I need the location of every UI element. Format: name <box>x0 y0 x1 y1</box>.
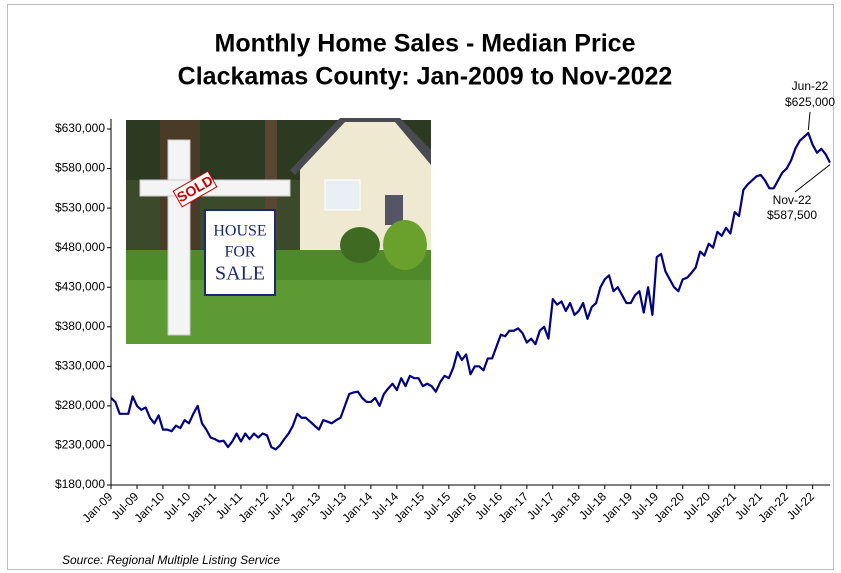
x-tick-label: Jan-22 <box>755 489 791 525</box>
photo-text: FOR <box>224 244 255 261</box>
photo: SOLD HOUSE FOR SALE <box>126 118 431 344</box>
y-tick-label: $180,000 <box>55 477 105 491</box>
y-tick-label: $380,000 <box>55 319 105 333</box>
x-tick-label: Jan-20 <box>651 489 687 525</box>
x-tick-label: Jan-11 <box>184 489 219 524</box>
page: Monthly Home Sales - Median Price Clacka… <box>0 0 841 573</box>
leader-line <box>795 165 830 192</box>
leader-line <box>808 112 810 130</box>
x-tick-label: Jan-12 <box>235 489 271 525</box>
y-tick-label: $330,000 <box>55 359 105 373</box>
x-tick-label: Jan-18 <box>547 489 583 525</box>
annotation: $625,000 <box>785 95 835 109</box>
chart: Monthly Home Sales - Median Price Clacka… <box>0 0 841 573</box>
y-tick-label: $630,000 <box>55 121 105 135</box>
x-tick-label: Jan-21 <box>703 489 739 525</box>
photo-text: SALE <box>215 263 265 285</box>
x-tick-label: Jan-17 <box>495 489 531 525</box>
y-tick-label: $580,000 <box>55 161 105 175</box>
photo-text: HOUSE <box>213 223 266 240</box>
x-tick-label: Jan-10 <box>131 489 167 525</box>
y-tick-label: $430,000 <box>55 279 105 293</box>
y-tick-label: $280,000 <box>55 398 105 412</box>
x-tick-label: Jan-16 <box>443 489 479 525</box>
x-tick-label: Jan-09 <box>80 489 116 525</box>
x-tick-label: Jan-14 <box>339 489 375 525</box>
annotation: Jun-22 <box>792 79 829 93</box>
chart-title: Clackamas County: Jan-2009 to Nov-2022 <box>178 63 673 91</box>
y-tick-label: $230,000 <box>55 438 105 452</box>
x-tick-label: Jan-19 <box>599 489 635 525</box>
source-note: Source: Regional Multiple Listing Servic… <box>62 553 280 567</box>
y-tick-label: $530,000 <box>55 200 105 214</box>
annotation: Nov-22 <box>773 193 812 207</box>
y-tick-label: $480,000 <box>55 240 105 254</box>
chart-title: Monthly Home Sales - Median Price <box>215 30 636 58</box>
x-tick-label: Jan-13 <box>287 489 323 525</box>
x-tick-label: Jul-22 <box>784 489 817 522</box>
annotation: $587,500 <box>767 208 817 222</box>
x-tick-label: Jan-15 <box>391 489 427 525</box>
